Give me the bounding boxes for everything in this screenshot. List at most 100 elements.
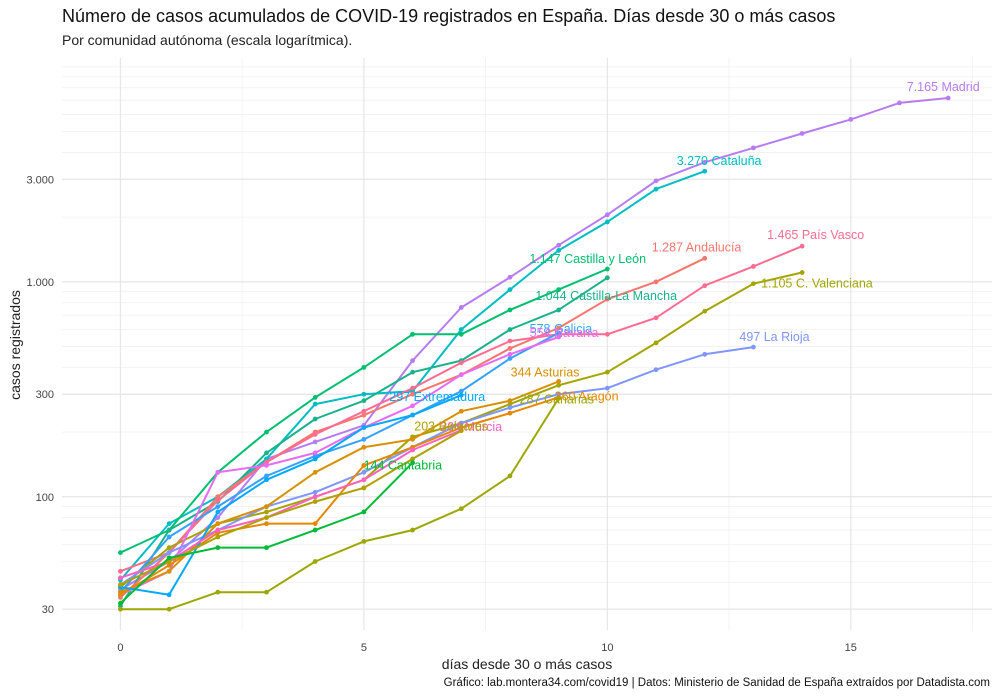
grid-lines: [62, 58, 992, 630]
data-point-canarias: [410, 527, 415, 533]
series-line-andalucia: [119, 257, 706, 599]
data-point-pais-vasco: [702, 283, 708, 289]
data-point-canarias: [264, 589, 269, 595]
data-point-la-rioja: [458, 420, 464, 426]
series-line-extremadura: [120, 394, 462, 596]
x-tick-label: 10: [601, 642, 613, 654]
data-point-pais-vasco: [458, 360, 464, 366]
data-point-madrid: [458, 305, 464, 310]
data-point-castilla-la-mancha: [507, 327, 513, 332]
data-point-canarias: [361, 539, 367, 544]
data-point-la-rioja: [604, 385, 610, 391]
data-point-castilla-y-leon: [312, 394, 318, 400]
data-point-la-rioja: [702, 351, 708, 357]
data-point-navarra: [556, 334, 562, 340]
series-navarra: [118, 334, 562, 598]
data-point-cataluna: [458, 327, 464, 332]
data-point-baleares: [166, 559, 172, 564]
data-point-extremadura: [215, 509, 221, 515]
series-label-baleares: 203 Baleares: [414, 420, 488, 434]
data-point-navarra: [312, 450, 318, 456]
data-point-asturias: [312, 469, 318, 475]
data-point-aragon: [507, 410, 513, 416]
series-label-canarias: 287 Canarias: [520, 392, 594, 406]
series-label-madrid: 7.165 Madrid: [907, 80, 980, 94]
data-point-castilla-la-mancha: [604, 275, 610, 281]
y-tick-label: 1.000: [26, 277, 54, 289]
series-line-canarias: [120, 397, 560, 611]
series-line-navarra: [119, 336, 559, 596]
data-point-extremadura: [361, 425, 367, 430]
data-point-baleares: [118, 582, 123, 588]
data-point-castilla-la-mancha: [410, 369, 415, 375]
data-point-castilla-y-leon: [507, 307, 513, 313]
data-point-c-valenciana: [751, 281, 756, 287]
data-point-cataluna: [166, 521, 172, 527]
data-point-la-rioja: [361, 469, 367, 475]
series-label-cataluna: 3.270 Cataluña: [677, 154, 762, 168]
data-point-c-valenciana: [556, 382, 562, 388]
y-tick-label: 30: [42, 604, 54, 616]
chart-title: Número de casos acumulados de COVID-19 r…: [62, 6, 836, 26]
data-point-pais-vasco: [653, 315, 659, 321]
series-label-c-valenciana: 1.105 C. Valenciana: [761, 277, 873, 291]
data-point-galicia: [264, 473, 269, 479]
data-point-baleares: [312, 499, 318, 504]
data-point-baleares: [215, 534, 221, 540]
data-point-cantabria: [410, 460, 415, 466]
series-label-andalucia: 1.287 Andalucía: [652, 240, 742, 254]
x-tick-label: 0: [117, 642, 123, 654]
y-tick-label: 100: [36, 492, 54, 504]
data-point-andalucia: [653, 279, 659, 285]
data-point-galicia: [507, 356, 513, 361]
data-point-aragon: [264, 521, 269, 527]
data-point-canarias: [166, 606, 172, 612]
data-point-canarias: [458, 506, 464, 512]
data-point-asturias: [215, 521, 221, 527]
data-point-madrid: [799, 131, 805, 136]
data-point-castilla-y-leon: [264, 429, 269, 435]
series-line-baleares: [119, 429, 462, 586]
data-point-madrid: [751, 145, 756, 151]
data-point-baleares: [458, 428, 464, 434]
data-point-madrid: [556, 242, 562, 248]
data-point-pais-vasco: [312, 432, 318, 437]
data-point-canarias: [312, 559, 318, 564]
y-axis-ticks: 30 100 300 1.000 3.000: [26, 174, 54, 616]
data-point-extremadura: [264, 477, 269, 483]
data-point-galicia: [166, 534, 172, 540]
data-point-pais-vasco: [361, 408, 367, 414]
data-point-cantabria: [312, 527, 318, 533]
chart-subtitle: Por comunidad autónoma (escala logarítmi…: [62, 32, 353, 48]
data-point-aragon: [361, 462, 367, 468]
series-pais-vasco: [118, 243, 805, 574]
data-point-cantabria: [215, 545, 221, 551]
data-point-canarias: [556, 395, 562, 401]
data-point-castilla-y-leon: [118, 550, 123, 555]
data-point-extremadura: [312, 456, 318, 462]
data-point-cataluna: [702, 168, 708, 174]
data-point-la-rioja: [653, 367, 659, 373]
data-point-asturias: [556, 379, 562, 384]
series-la-rioja: [118, 344, 756, 588]
data-point-madrid: [897, 100, 902, 106]
data-point-extremadura: [410, 412, 415, 418]
series-label-asturias: 344 Asturias: [511, 365, 580, 379]
data-point-c-valenciana: [507, 401, 513, 407]
series-label-castilla-la-mancha: 1.044 Castilla-La Mancha: [535, 289, 677, 303]
data-point-murcia: [215, 527, 221, 533]
data-point-aragon: [312, 521, 318, 527]
data-point-galicia: [458, 388, 464, 394]
data-point-cantabria: [264, 545, 269, 551]
data-point-andalucia: [410, 391, 415, 397]
data-point-canarias: [507, 473, 513, 479]
data-point-pais-vasco: [751, 263, 756, 269]
data-point-castilla-y-leon: [361, 364, 367, 370]
data-point-cataluna: [556, 248, 562, 253]
series-canarias: [118, 395, 562, 612]
data-point-la-rioja: [312, 489, 318, 495]
data-point-c-valenciana: [166, 545, 172, 551]
data-point-andalucia: [507, 346, 513, 351]
data-point-andalucia: [604, 296, 610, 302]
data-point-castilla-y-leon: [556, 287, 562, 293]
